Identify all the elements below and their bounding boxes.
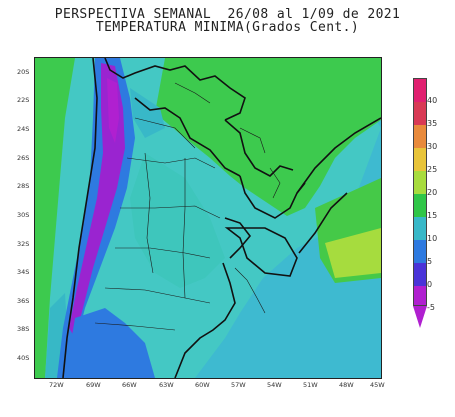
lon-label-63w: 63W [159, 381, 174, 389]
lat-label-34s: 34S [17, 268, 30, 276]
legend-label-minus5: -5 [427, 303, 435, 312]
legend-label-15: 15 [427, 211, 438, 220]
lon-label-51w: 51W [303, 381, 318, 389]
atlantic-cool-field [195, 58, 381, 378]
lat-label-26s: 26S [17, 154, 30, 162]
legend-colorbar [413, 78, 427, 306]
legend-label-20: 20 [427, 188, 438, 197]
central-field [130, 153, 225, 288]
lon-label-48w: 48W [339, 381, 354, 389]
lon-label-72w: 72W [49, 381, 64, 389]
legend-label-30: 30 [427, 142, 438, 151]
lon-label-66w: 66W [122, 381, 137, 389]
legend-label-25: 25 [427, 165, 438, 174]
lat-label-20s: 20S [17, 68, 30, 76]
legend-swatch-below-0 [414, 263, 426, 286]
legend-swatch-0-5 [414, 240, 426, 263]
warm-green-field [155, 58, 381, 216]
lat-label-30s: 30S [17, 211, 30, 219]
lat-label-24s: 24S [17, 125, 30, 133]
south-cold-field [65, 308, 155, 378]
legend-swatch-35-40 [414, 79, 426, 102]
lon-label-54w: 54W [267, 381, 282, 389]
lon-label-45w: 45W [370, 381, 385, 389]
temperature-map [34, 57, 382, 379]
legend-swatch-20-25 [414, 148, 426, 171]
province-borders [94, 82, 281, 331]
legend-swatch-5-10 [414, 217, 426, 240]
legend-label-35: 35 [427, 119, 438, 128]
legend-swatch-10-15 [414, 194, 426, 217]
legend-label-40: 40 [427, 96, 438, 105]
legend-label-0: 0 [427, 280, 433, 289]
temperature-legend [413, 78, 427, 328]
map-canvas [35, 58, 381, 378]
light-green-patch [325, 228, 381, 278]
lat-label-22s: 22S [17, 96, 30, 104]
lat-label-38s: 38S [17, 325, 30, 333]
lon-label-69w: 69W [86, 381, 101, 389]
lon-label-60w: 60W [195, 381, 210, 389]
legend-arrow-tip [413, 306, 427, 328]
lat-label-36s: 36S [17, 297, 30, 305]
legend-swatch-15-20 [414, 171, 426, 194]
lat-label-28s: 28S [17, 182, 30, 190]
map-title: PERSPECTIVA SEMANAL 26/08 al 1/09 de 202… [0, 8, 455, 34]
legend-swatch-below-minus5 [414, 286, 426, 305]
andes-coldest-core [107, 78, 119, 143]
legend-label-10: 10 [427, 234, 438, 243]
lat-label-40s: 40S [17, 354, 30, 362]
pacific-green-field [35, 58, 75, 378]
country-borders [62, 58, 381, 378]
lat-label-32s: 32S [17, 240, 30, 248]
legend-swatch-25-30 [414, 125, 426, 148]
legend-swatch-30-35 [414, 102, 426, 125]
title-line-2: TEMPERATURA MINIMA(Grados Cent.) [95, 20, 360, 35]
lon-label-57w: 57W [231, 381, 246, 389]
title-line-1: PERSPECTIVA SEMANAL 26/08 al 1/09 de 202… [54, 7, 401, 22]
legend-label-5: 5 [427, 257, 433, 266]
